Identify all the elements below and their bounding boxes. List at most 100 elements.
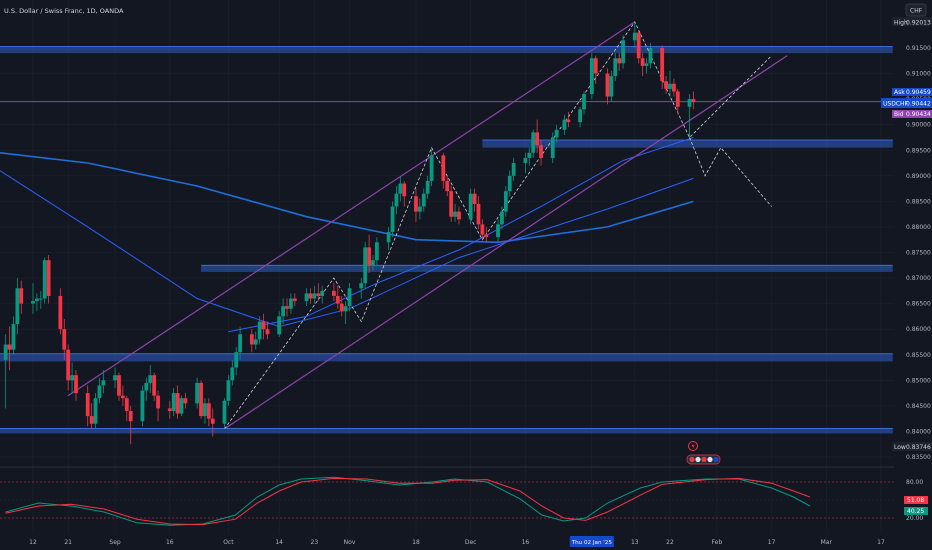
candle-body <box>496 224 500 238</box>
time-tick-label: 16 <box>166 539 174 546</box>
support-resistance-zone[interactable] <box>482 140 893 148</box>
candle-body <box>566 119 571 123</box>
candle-body <box>31 301 35 304</box>
oscillator-tick-label: 20.00 <box>906 515 923 522</box>
candle-body <box>484 234 489 238</box>
projection-path[interactable] <box>689 137 772 207</box>
support-resistance-zone[interactable] <box>0 353 893 362</box>
candle-body <box>644 63 649 66</box>
candle-body <box>500 211 504 225</box>
candle-body <box>636 32 641 59</box>
channel-line[interactable] <box>67 21 636 397</box>
price-tick-label: 0.89000 <box>906 173 931 180</box>
svg-text:CHF: CHF <box>910 8 923 15</box>
svg-text:Low: Low <box>894 444 906 451</box>
candle-body <box>687 99 692 107</box>
zigzag-path[interactable] <box>224 21 772 430</box>
time-tick-label: 13 <box>631 539 639 546</box>
candle-body <box>257 321 262 340</box>
candle-body <box>468 193 473 220</box>
moving-average-line <box>228 137 694 333</box>
time-tick-label: Mar <box>821 539 833 546</box>
price-tick-label: 0.84500 <box>906 403 931 410</box>
candle-body <box>101 380 106 386</box>
price-tick-label: 0.86000 <box>906 326 931 333</box>
candle-body <box>253 339 258 345</box>
candle-body <box>308 293 313 299</box>
candle-body <box>453 211 457 217</box>
candle-body <box>249 334 254 345</box>
candle-body <box>394 193 399 207</box>
candle-body <box>15 288 20 325</box>
candle-body <box>128 410 133 422</box>
price-tick-label: 0.84000 <box>906 428 931 435</box>
time-axis[interactable] <box>0 534 932 550</box>
candle-body <box>175 393 180 414</box>
price-channel[interactable] <box>0 21 894 430</box>
currency-button[interactable]: CHF <box>905 3 927 17</box>
channel-line[interactable] <box>224 55 788 430</box>
candle-body <box>613 58 618 77</box>
price-tick-label: 0.85500 <box>906 352 931 359</box>
candle-body <box>472 193 477 204</box>
price-tick-label: 0.88500 <box>906 198 931 205</box>
candle-body <box>289 298 293 309</box>
candle-body <box>11 324 16 350</box>
time-tick-label: 21 <box>64 539 72 546</box>
time-tick-label: 16 <box>522 539 530 546</box>
candle-body <box>476 203 481 225</box>
time-tick-label: Sep <box>109 539 121 546</box>
candle-body <box>374 242 379 261</box>
candle-body <box>152 375 157 396</box>
candle-body <box>120 395 125 399</box>
candle-body <box>222 400 227 424</box>
stochastic-oscillator <box>0 476 894 526</box>
candle-body <box>664 81 668 89</box>
candle-body <box>304 293 309 302</box>
support-resistance-zone[interactable] <box>0 428 893 434</box>
flash-event-icon[interactable] <box>688 441 698 451</box>
candle-body <box>226 380 231 401</box>
candle-body <box>195 382 200 404</box>
candle-body <box>562 119 567 130</box>
price-tick-label: 0.91500 <box>906 45 931 52</box>
candle-body <box>261 321 266 330</box>
candle-body <box>550 137 555 158</box>
candle-body <box>117 375 121 396</box>
support-resistance-zones[interactable] <box>0 46 893 434</box>
candle-body <box>335 295 340 304</box>
candle-body <box>589 58 594 95</box>
time-tick-label: 18 <box>412 539 420 546</box>
time-tick-label: 23 <box>311 539 319 546</box>
candle-body <box>312 293 317 299</box>
oscillator-value-k: 51.08 <box>904 496 928 504</box>
candle-body <box>363 247 368 284</box>
oscillator-line <box>5 476 811 526</box>
support-resistance-zone[interactable] <box>201 265 893 272</box>
ask-label: Ask 0.90459 <box>892 88 932 96</box>
candle-body <box>457 211 461 220</box>
candle-body <box>93 398 98 424</box>
zigzag-wave-path[interactable] <box>224 21 772 430</box>
candle-body <box>171 393 176 411</box>
candle-body <box>85 393 90 417</box>
candle-body <box>66 349 71 381</box>
candle-body <box>238 334 243 353</box>
support-resistance-zone[interactable] <box>0 46 893 54</box>
candle-body <box>320 290 325 296</box>
candle-body <box>398 183 403 194</box>
svg-text:USDCHF: USDCHF <box>883 101 909 108</box>
svg-text:0.92013: 0.92013 <box>906 20 931 27</box>
economic-events-flags-icon[interactable] <box>686 454 721 465</box>
candle-body <box>277 316 282 335</box>
moving-average-line <box>0 152 694 244</box>
candle-body <box>203 403 207 417</box>
price-tick-label: 0.89500 <box>906 147 931 154</box>
candle-body <box>675 91 680 107</box>
candle-body <box>144 382 149 391</box>
price-axis-ticks: 0.915000.910000.905000.900000.895000.890… <box>906 45 931 461</box>
candle-body <box>62 329 67 350</box>
candle-body <box>230 367 235 381</box>
price-tick-label: 0.83500 <box>906 454 931 461</box>
